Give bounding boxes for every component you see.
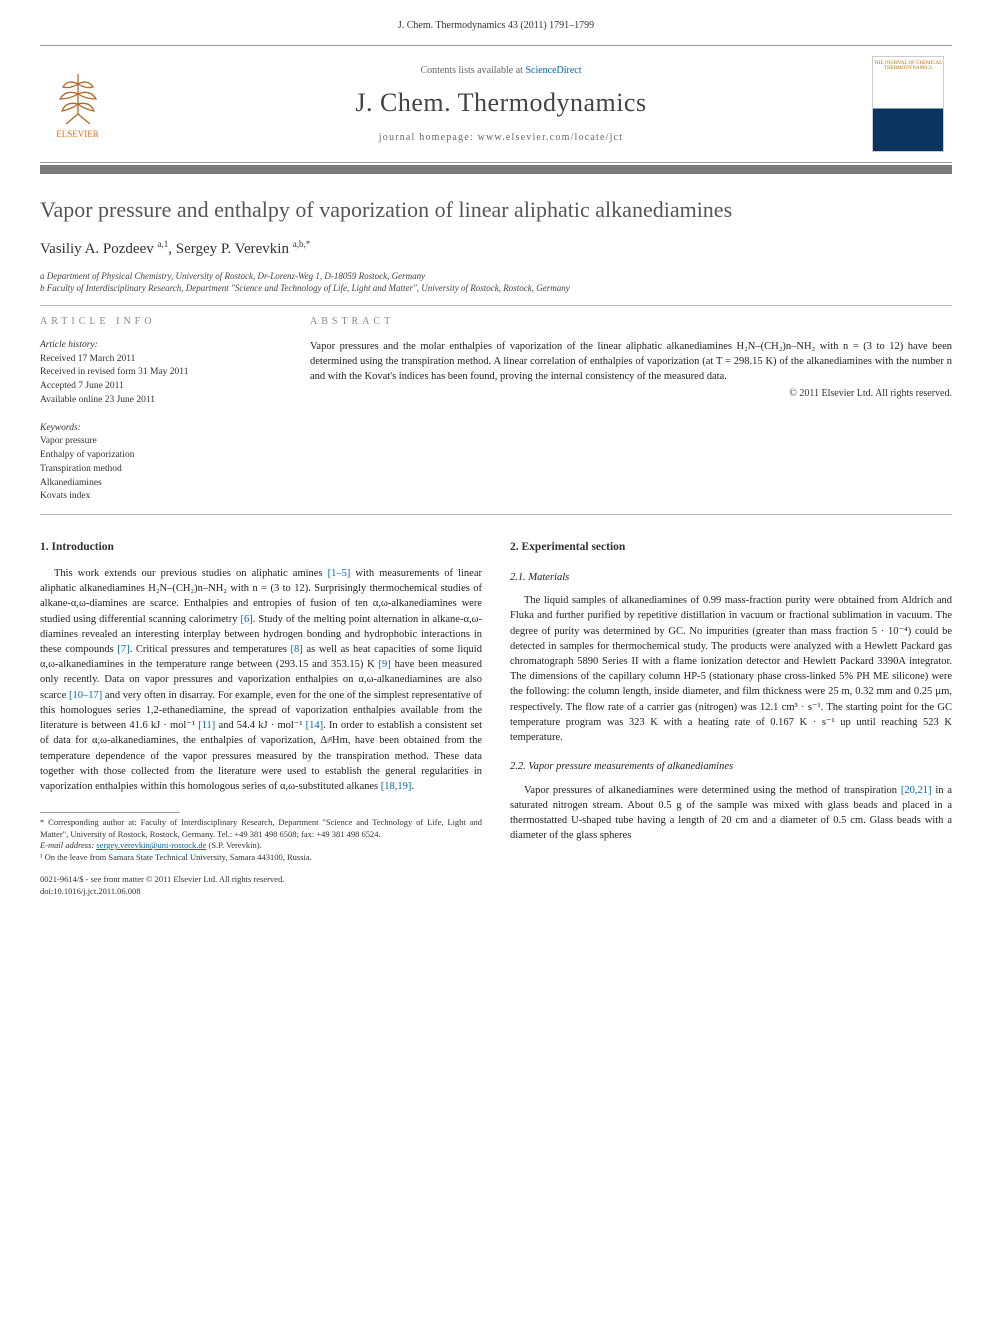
section-2-title: 2. Experimental section — [510, 539, 952, 556]
journal-homepage: journal homepage: www.elsevier.com/locat… — [142, 132, 860, 143]
affiliation-a: a Department of Physical Chemistry, Univ… — [40, 270, 952, 283]
email-who: (S.P. Verevkin). — [209, 840, 262, 850]
section-1-title: 1. Introduction — [40, 539, 482, 556]
header-rule-bar — [40, 165, 952, 174]
journal-header: ELSEVIER Contents lists available at Sci… — [40, 45, 952, 163]
body-columns: 1. Introduction This work extends our pr… — [40, 539, 952, 897]
footnote-separator — [40, 812, 180, 813]
history-revised: Received in revised form 31 May 2011 — [40, 367, 188, 377]
doi-line: doi:10.1016/j.jct.2011.06.008 — [40, 885, 482, 897]
section-1-para: This work extends our previous studies o… — [40, 566, 482, 794]
journal-title: J. Chem. Thermodynamics — [142, 88, 860, 118]
email-line: E-mail address: sergey.verevkin@uni-rost… — [40, 840, 482, 851]
history-label: Article history: — [40, 340, 98, 350]
abstract-col: ABSTRACT Vapor pressures and the molar e… — [310, 316, 952, 504]
issn-line: 0021-9614/$ - see front matter © 2011 El… — [40, 873, 482, 885]
cover-caption: THE JOURNAL OF CHEMICAL THERMODYNAMICS — [874, 61, 943, 71]
homepage-url: www.elsevier.com/locate/jct — [478, 132, 624, 143]
email-link[interactable]: sergey.verevkin@uni-rostock.de — [96, 840, 206, 850]
contents-available: Contents lists available at ScienceDirec… — [142, 65, 860, 76]
abstract-copyright: © 2011 Elsevier Ltd. All rights reserved… — [310, 388, 952, 399]
article-info-block: Article history: Received 17 March 2011 … — [40, 339, 280, 504]
affiliations: a Department of Physical Chemistry, Univ… — [40, 270, 952, 295]
section-2-2-title: 2.2. Vapor pressure measurements of alka… — [510, 759, 952, 774]
info-abstract-row: ARTICLE INFO Article history: Received 1… — [40, 316, 952, 504]
article-title: Vapor pressure and enthalpy of vaporizat… — [40, 196, 952, 225]
divider — [40, 514, 952, 515]
section-2-2-para: Vapor pressures of alkanediamines were d… — [510, 783, 952, 844]
kw-4: Kovats index — [40, 491, 90, 501]
abstract-text: Vapor pressures and the molar enthalpies… — [310, 339, 952, 385]
elsevier-logo: ELSEVIER — [40, 62, 115, 147]
email-label: E-mail address: — [40, 840, 94, 850]
history-accepted: Accepted 7 June 2011 — [40, 381, 124, 391]
kw-1: Enthalpy of vaporization — [40, 450, 134, 460]
kw-2: Transpiration method — [40, 464, 122, 474]
kw-3: Alkanediamines — [40, 478, 102, 488]
journal-cover-thumb: THE JOURNAL OF CHEMICAL THERMODYNAMICS — [872, 56, 944, 152]
history-online: Available online 23 June 2011 — [40, 395, 155, 405]
homepage-prefix: journal homepage: — [379, 132, 478, 143]
on-leave-note: ¹ On the leave from Samara State Technic… — [40, 852, 482, 863]
tree-icon — [48, 69, 108, 129]
divider — [40, 305, 952, 306]
article-info-heading: ARTICLE INFO — [40, 316, 280, 327]
kw-0: Vapor pressure — [40, 436, 97, 446]
affiliation-b: b Faculty of Interdisciplinary Research,… — [40, 282, 952, 295]
sciencedirect-link[interactable]: ScienceDirect — [525, 65, 581, 76]
footnote-block: * Corresponding author at: Faculty of In… — [40, 812, 482, 898]
article-info-col: ARTICLE INFO Article history: Received 1… — [40, 316, 280, 504]
contents-prefix: Contents lists available at — [420, 65, 525, 76]
section-2-1-title: 2.1. Materials — [510, 570, 952, 585]
history-received: Received 17 March 2011 — [40, 354, 135, 364]
keywords-label: Keywords: — [40, 423, 81, 433]
journal-reference: J. Chem. Thermodynamics 43 (2011) 1791–1… — [40, 20, 952, 31]
abstract-heading: ABSTRACT — [310, 316, 952, 327]
corresponding-author-note: * Corresponding author at: Faculty of In… — [40, 817, 482, 840]
header-center: Contents lists available at ScienceDirec… — [142, 65, 860, 143]
publisher-name: ELSEVIER — [56, 129, 99, 139]
section-2-1-para: The liquid samples of alkanediamines of … — [510, 593, 952, 745]
author-list: Vasiliy A. Pozdeev a,1, Sergey P. Verevk… — [40, 239, 952, 258]
